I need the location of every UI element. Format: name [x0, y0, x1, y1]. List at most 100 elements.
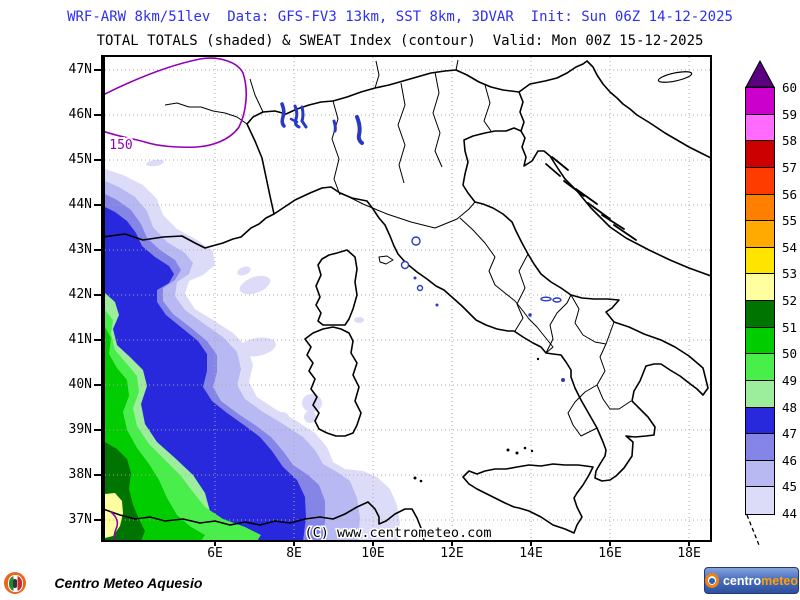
product-valid-title: TOTAL TOTALS (shaded) & SWEAT Index (con…	[96, 33, 704, 49]
logo-word-meteo: Meteo	[103, 575, 148, 591]
regional-borders	[164, 59, 632, 437]
colorbar-segment	[746, 301, 774, 328]
colorbar-segment	[746, 247, 774, 275]
lon-tick-label: 16E	[598, 546, 622, 561]
colorbar-segment	[746, 167, 774, 195]
colorbar-overflow-arrow	[745, 60, 775, 87]
colorbar-level-label: 56	[782, 186, 798, 202]
colorbar-level-label: 53	[782, 266, 798, 282]
lon-tick-mark	[372, 540, 375, 546]
sardinia-coastline	[304, 326, 362, 437]
lake-bracciano	[416, 284, 424, 292]
colorbar-level-label: 55	[782, 213, 798, 229]
africa-coastline	[105, 501, 425, 540]
lat-tick-label: 38N	[68, 467, 92, 483]
lat-tick-mark	[94, 519, 101, 522]
colorbar-level-label: 51	[782, 319, 798, 335]
lake-lugano	[289, 117, 299, 124]
colorbar-segment	[746, 221, 774, 248]
centrometeo-logo: centrometeo	[704, 567, 799, 594]
lat-tick-label: 41N	[68, 332, 92, 348]
lon-tick-mark	[214, 540, 217, 546]
logo-word-centro: Centro	[54, 575, 104, 591]
lon-tick-label: 14E	[519, 546, 543, 561]
sicily-coastline	[462, 463, 594, 534]
lake-maggiore	[280, 102, 286, 128]
lat-tick-label: 39N	[68, 422, 92, 438]
lat-tick-label: 37N	[68, 512, 92, 528]
aquesio-logo-text: Centro Meteo Aquesio	[31, 559, 202, 600]
colorbar-segment	[746, 434, 774, 461]
lat-tick-label: 40N	[68, 377, 92, 393]
lat-tick-label: 44N	[68, 197, 92, 213]
lat-tick-mark	[94, 339, 101, 342]
lat-tick-label: 42N	[68, 287, 92, 303]
logo-word-centro: centro	[722, 573, 762, 588]
alps-national-border	[246, 69, 525, 215]
aquesio-logo-icon	[4, 572, 26, 594]
lake-lesina	[540, 296, 552, 302]
swirl-core	[708, 577, 715, 584]
logo-figure	[13, 578, 17, 588]
lat-tick-mark	[94, 429, 101, 432]
lat-tick-label: 45N	[68, 152, 92, 168]
colorbar-level-label: 46	[782, 452, 798, 468]
colorbar-level-label: 48	[782, 399, 798, 415]
adriatic-islands	[545, 71, 693, 241]
lon-tick-mark	[293, 540, 296, 546]
italian-flag-icon	[7, 574, 23, 592]
italy-weather-map: 150 (C) www.centrometeo.com	[105, 57, 710, 540]
sweat-contours: 150	[105, 57, 248, 540]
colorbar-level-label: 57	[782, 159, 798, 175]
colorbar-level-label: 44	[782, 506, 798, 521]
colorbar-segments	[745, 87, 775, 515]
centrometeo-logo-text: centrometeo	[723, 574, 798, 588]
sweat-contour-fragment	[110, 511, 119, 540]
colorbar-segment	[746, 194, 774, 222]
lake-bolsena	[400, 260, 410, 270]
lon-tick-label: 8E	[286, 546, 302, 561]
lake-vico	[413, 276, 417, 280]
logo-word-aquesio: Aquesio	[147, 575, 203, 591]
corsica-coastline	[315, 249, 358, 326]
elba-island	[378, 255, 394, 265]
lon-tick-mark	[451, 540, 454, 546]
lake-iseo	[332, 119, 337, 133]
colorbar-segment	[746, 354, 774, 381]
lon-tick-mark	[530, 540, 533, 546]
colorbar-level-label: 50	[782, 346, 798, 362]
lat-tick-label: 43N	[68, 242, 92, 258]
lat-tick-mark	[94, 114, 101, 117]
lat-tick-label: 47N	[68, 62, 92, 78]
colorbar-level-label: 54	[782, 239, 798, 255]
lat-tick-mark	[94, 294, 101, 297]
lake-dot	[561, 378, 565, 382]
lat-tick-mark	[94, 159, 101, 162]
colorbar-segment	[746, 327, 774, 355]
centro-meteo-aquesio-logo: Centro Meteo Aquesio	[4, 570, 202, 596]
latitude-gridlines	[105, 69, 710, 521]
lat-tick-mark	[94, 474, 101, 477]
lon-tick-mark	[609, 540, 612, 546]
colorbar-segment	[746, 460, 774, 488]
colorbar-level-label: 47	[782, 426, 798, 442]
copyright-watermark: (C) www.centrometeo.com	[305, 525, 492, 540]
lake-trasimeno	[411, 236, 421, 246]
lat-tick-mark	[94, 384, 101, 387]
colorbar-level-label: 45	[782, 479, 798, 495]
colorbar-level-label: 59	[782, 106, 798, 122]
lon-tick-mark	[688, 540, 691, 546]
sweat-contour-150	[105, 57, 248, 149]
lake-como	[293, 104, 301, 129]
lake-varano	[552, 297, 562, 303]
colorbar-segment	[746, 141, 774, 168]
lat-tick-mark	[94, 249, 101, 252]
colorbar-level-label: 58	[782, 133, 798, 149]
logo-word-meteo: meteo	[761, 573, 798, 588]
colorbar: 60 59 58 57 56 55 54 53 52 51 50 49 48 47 46 45 44	[745, 60, 800, 546]
lat-tick-mark	[94, 69, 101, 72]
lake-garda	[355, 115, 364, 145]
small-islands	[413, 357, 540, 483]
lat-tick-label: 46N	[68, 107, 92, 123]
